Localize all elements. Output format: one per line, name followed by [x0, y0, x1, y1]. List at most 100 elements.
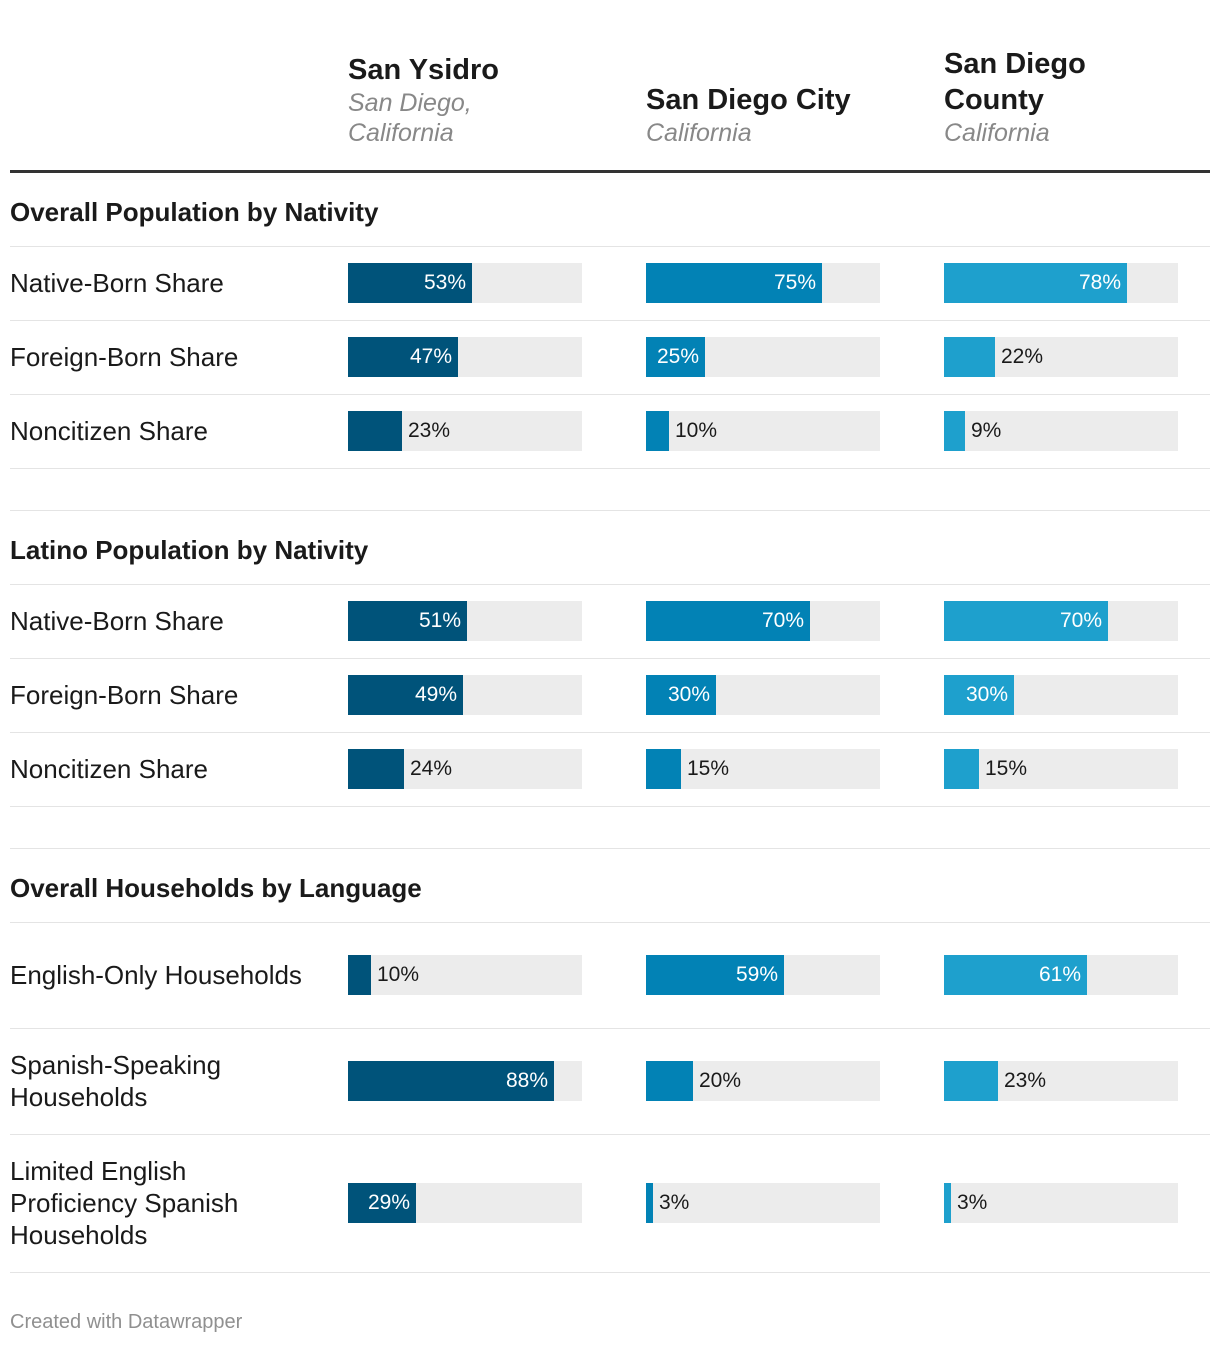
bar-value-label: 9%	[971, 419, 1002, 442]
bar-track: 22%	[944, 337, 1178, 377]
bar-track: 29%	[348, 1183, 582, 1223]
row-divider	[10, 1028, 1210, 1029]
row-divider	[10, 1272, 1210, 1273]
bar-value-label: 51%	[418, 609, 461, 632]
bar-san-ysidro-noncitizen-share	[348, 749, 404, 789]
bar-value-label: 22%	[1001, 345, 1044, 368]
row-divider	[10, 394, 1210, 395]
bar-san-ysidro-english-only-households	[348, 955, 371, 995]
column-subtitle: California	[646, 119, 752, 147]
row-divider	[10, 320, 1210, 321]
row-label-spanish-speaking-households: Spanish-Speaking Households	[10, 1050, 222, 1112]
bar-value-label: 59%	[735, 963, 778, 986]
bar-track: 75%	[646, 263, 880, 303]
bar-san-ysidro-noncitizen-share	[348, 411, 402, 451]
bar-san-diego-county-foreign-born-share	[944, 675, 1014, 715]
bar-track: 15%	[646, 749, 880, 789]
section-rule	[10, 922, 1210, 923]
row-label-english-only-households: English-Only Households	[10, 960, 302, 990]
bar-value-label: 29%	[367, 1191, 410, 1214]
bar-value-label: 3%	[957, 1191, 988, 1214]
column-header-1: San Ysidro San Diego, California	[348, 52, 628, 148]
bar-value-label: 3%	[659, 1191, 690, 1214]
bar-san-diego-county-english-only-households	[944, 955, 1087, 995]
bar-track: 3%	[646, 1183, 880, 1223]
bar-value-label: 25%	[656, 345, 699, 368]
column-title: San Diego City	[646, 84, 851, 116]
bar-san-diego-city-spanish-speaking-households	[646, 1061, 693, 1101]
bar-track: 10%	[348, 955, 582, 995]
row-label-foreign-born-share: Foreign-Born Share	[10, 342, 239, 372]
bar-value-label: 70%	[761, 609, 804, 632]
row-label-limited-english-proficiency-spanish-households: Limited English Proficiency Spanish Hous…	[10, 1156, 239, 1250]
bar-san-ysidro-spanish-speaking-households	[348, 1061, 554, 1101]
bar-track: 53%	[348, 263, 582, 303]
bar-track: 49%	[348, 675, 582, 715]
bar-track: 70%	[944, 601, 1178, 641]
bar-san-diego-city-native-born-share	[646, 263, 822, 303]
row-label-native-born-share: Native-Born Share	[10, 606, 224, 636]
section-separator	[10, 510, 1210, 511]
row-divider	[10, 1134, 1210, 1135]
bar-value-label: 23%	[1004, 1069, 1047, 1092]
bar-track: 30%	[944, 675, 1178, 715]
row-label-foreign-born-share: Foreign-Born Share	[10, 680, 239, 710]
section-separator	[10, 848, 1210, 849]
bar-san-ysidro-foreign-born-share	[348, 337, 458, 377]
bar-track: 3%	[944, 1183, 1178, 1223]
bar-san-diego-city-english-only-households	[646, 955, 784, 995]
bar-value-label: 20%	[699, 1069, 742, 1092]
bar-track: 88%	[348, 1061, 582, 1101]
bar-track: 30%	[646, 675, 880, 715]
bar-san-diego-county-foreign-born-share	[944, 337, 995, 377]
row-divider	[10, 732, 1210, 733]
bar-san-diego-county-spanish-speaking-households	[944, 1061, 998, 1101]
row-divider	[10, 658, 1210, 659]
bar-track: 59%	[646, 955, 880, 995]
bar-value-label: 88%	[505, 1069, 548, 1092]
column-subtitle: San Diego, California	[348, 89, 472, 147]
bar-san-ysidro-native-born-share	[348, 601, 467, 641]
bar-san-diego-city-foreign-born-share	[646, 675, 716, 715]
bar-track: 70%	[646, 601, 880, 641]
bar-san-diego-city-native-born-share	[646, 601, 810, 641]
bar-track: 23%	[348, 411, 582, 451]
bar-value-label: 75%	[773, 271, 816, 294]
bar-san-diego-city-noncitizen-share	[646, 411, 669, 451]
bar-san-diego-county-native-born-share	[944, 601, 1108, 641]
bar-track: 9%	[944, 411, 1178, 451]
bar-san-diego-city-limited-english-proficiency-spanish-households	[646, 1183, 653, 1223]
bar-track: 25%	[646, 337, 880, 377]
row-label-noncitizen-share: Noncitizen Share	[10, 416, 208, 446]
bar-value-label: 30%	[965, 683, 1008, 706]
bar-san-diego-county-noncitizen-share	[944, 411, 965, 451]
bar-san-diego-county-limited-english-proficiency-spanish-households	[944, 1183, 951, 1223]
bar-value-label: 30%	[667, 683, 710, 706]
section-title: Overall Population by Nativity	[10, 197, 379, 227]
bar-value-label: 49%	[414, 683, 457, 706]
bar-track: 20%	[646, 1061, 880, 1101]
bar-san-ysidro-native-born-share	[348, 263, 472, 303]
bar-san-diego-city-foreign-born-share	[646, 337, 705, 377]
section-title: Latino Population by Nativity	[10, 535, 369, 565]
section-rule	[10, 584, 1210, 585]
column-subtitle: California	[944, 119, 1050, 147]
row-label-native-born-share: Native-Born Share	[10, 268, 224, 298]
row-divider	[10, 468, 1210, 469]
section-title: Overall Households by Language	[10, 873, 422, 903]
bar-value-label: 61%	[1038, 963, 1081, 986]
bar-san-diego-city-noncitizen-share	[646, 749, 681, 789]
bar-san-diego-county-noncitizen-share	[944, 749, 979, 789]
bar-value-label: 15%	[687, 757, 730, 780]
column-title: San Ysidro	[348, 54, 499, 86]
bar-value-label: 47%	[409, 345, 452, 368]
bar-value-label: 24%	[410, 757, 453, 780]
bar-track: 47%	[348, 337, 582, 377]
column-header-3: San Diego County California	[944, 46, 1220, 148]
bar-track: 51%	[348, 601, 582, 641]
row-label-noncitizen-share: Noncitizen Share	[10, 754, 208, 784]
bar-value-label: 23%	[408, 419, 451, 442]
bar-san-ysidro-limited-english-proficiency-spanish-households	[348, 1183, 416, 1223]
bar-value-label: 10%	[377, 963, 420, 986]
bar-san-diego-county-native-born-share	[944, 263, 1127, 303]
